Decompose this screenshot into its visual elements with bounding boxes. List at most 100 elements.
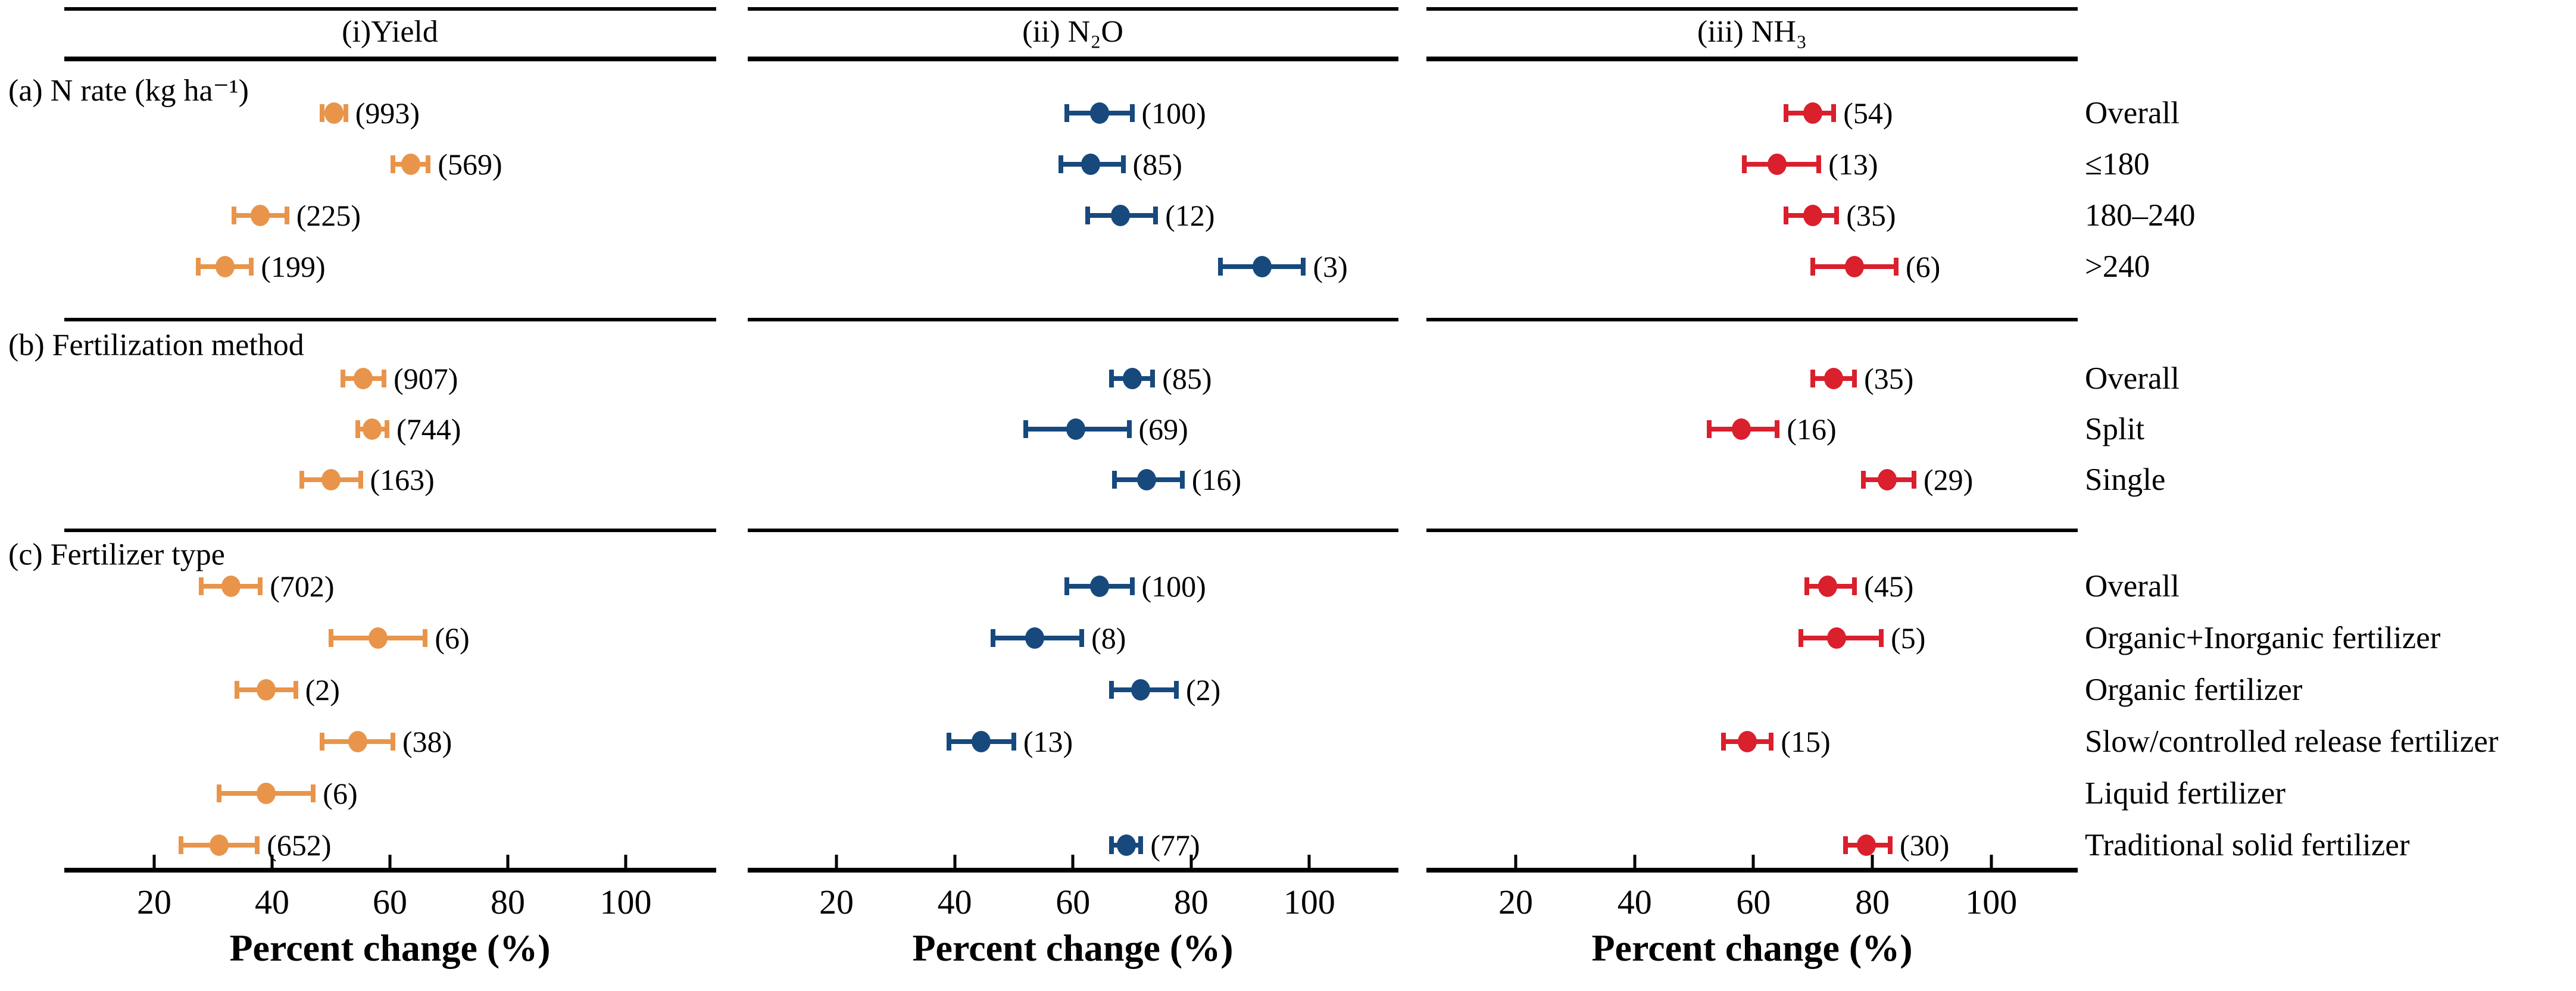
row-label: ≤180: [2085, 147, 2150, 182]
error-cap-right: [390, 733, 395, 751]
point-marker: [1066, 418, 1086, 440]
count-label: (8): [1091, 621, 1126, 655]
x-axis-title-nh3: Percent change (%): [1591, 927, 1913, 969]
error-cap-left: [1784, 207, 1789, 224]
count-label: (54): [1843, 96, 1893, 130]
error-cap-left: [1784, 104, 1789, 122]
error-cap-left: [1109, 836, 1114, 854]
section-divider-rule: [64, 318, 716, 321]
error-cap-left: [340, 370, 345, 387]
error-cap-right: [426, 155, 431, 173]
error-cap-right: [293, 681, 298, 699]
axis-tick: [1071, 855, 1075, 868]
axis-tick-label: 20: [1498, 883, 1533, 921]
x-axis-title-n2o: Percent change (%): [912, 927, 1234, 969]
count-label: (12): [1165, 199, 1215, 232]
point-marker: [1824, 368, 1844, 389]
axis-tick-label: 40: [1617, 883, 1652, 921]
panel-header-rule: [748, 57, 1398, 61]
error-cap-right: [1120, 155, 1126, 173]
row-label: Liquid fertilizer: [2085, 776, 2285, 811]
count-label: (993): [355, 96, 420, 130]
axis-tick: [1514, 855, 1518, 868]
error-cap-left: [1721, 733, 1726, 751]
section-label-n-rate: (a) N rate (kg ha⁻¹): [8, 74, 249, 108]
panel-header-rule: [1426, 57, 2078, 61]
count-label: (29): [1923, 463, 1974, 496]
point-marker: [1768, 154, 1787, 175]
count-label: (16): [1191, 463, 1242, 496]
axis-tick-label: 100: [1965, 883, 2018, 921]
point-marker: [215, 256, 235, 277]
point-marker: [363, 418, 382, 440]
axis-tick-label: 40: [937, 883, 972, 921]
error-cap-left: [390, 155, 395, 173]
error-cap-left: [320, 733, 325, 751]
axis-tick: [388, 855, 392, 868]
axis-tick: [1871, 855, 1874, 868]
point-marker: [1732, 418, 1751, 440]
x-axis-line: [1426, 868, 2078, 873]
error-cap-right: [1911, 471, 1916, 489]
axis-tick-label: 80: [1173, 883, 1209, 921]
count-label: (2): [305, 673, 340, 706]
section-divider-rule: [1426, 529, 2078, 532]
count-label: (6): [323, 777, 358, 810]
row-label: 180–240: [2085, 198, 2196, 233]
count-label: (13): [1828, 148, 1878, 181]
point-marker: [1878, 469, 1897, 490]
point-marker: [369, 627, 388, 649]
count-label: (2): [1185, 673, 1221, 706]
point-marker: [1803, 102, 1823, 124]
error-cap-right: [382, 370, 387, 387]
point-marker: [1116, 834, 1136, 856]
section-divider-rule: [748, 318, 1398, 321]
error-cap-left: [1742, 155, 1747, 173]
error-cap-left: [1064, 577, 1070, 595]
axis-tick: [152, 855, 156, 868]
point-marker: [1137, 469, 1157, 490]
count-label: (6): [435, 621, 470, 655]
point-marker: [1025, 627, 1044, 649]
count-label: (100): [1141, 96, 1206, 130]
error-cap-left: [329, 629, 333, 647]
axis-tick: [506, 855, 510, 868]
error-cap-right: [1775, 420, 1780, 438]
point-marker: [1845, 256, 1865, 277]
point-marker: [1122, 368, 1142, 389]
axis-tick: [624, 855, 627, 868]
count-label: (69): [1138, 412, 1188, 446]
axis-tick: [1751, 855, 1755, 868]
row-label: Organic fertilizer: [2085, 673, 2303, 707]
axis-tick-label: 20: [137, 883, 171, 921]
count-label: (652): [267, 829, 332, 862]
error-cap-left: [231, 207, 236, 224]
error-cap-right: [1888, 836, 1893, 854]
error-cap-right: [1816, 155, 1822, 173]
error-cap-right: [343, 104, 348, 122]
point-marker: [1131, 679, 1151, 701]
error-cap-left: [355, 420, 360, 438]
error-cap-right: [1852, 577, 1857, 595]
point-marker: [1081, 154, 1100, 175]
count-label: (77): [1150, 829, 1200, 862]
point-marker: [354, 368, 373, 389]
error-cap-right: [358, 471, 363, 489]
row-label: Split: [2085, 412, 2145, 446]
count-label: (199): [261, 250, 326, 283]
x-axis-title-yield: Percent change (%): [229, 927, 551, 969]
error-cap-left: [1810, 370, 1816, 387]
axis-tick-label: 60: [1056, 883, 1091, 921]
panel-header-rule: [64, 57, 716, 61]
error-cap-left: [946, 733, 951, 751]
panel-top-rule: [748, 7, 1398, 11]
axis-tick: [1990, 855, 1993, 868]
error-cap-left: [1706, 420, 1712, 438]
count-label: (163): [370, 463, 435, 496]
section-label-fert-method: (b) Fertilization method: [8, 328, 304, 362]
count-label: (907): [394, 362, 458, 395]
axis-tick-label: 100: [1283, 883, 1335, 921]
row-label: Overall: [2085, 569, 2180, 604]
error-cap-left: [234, 681, 239, 699]
